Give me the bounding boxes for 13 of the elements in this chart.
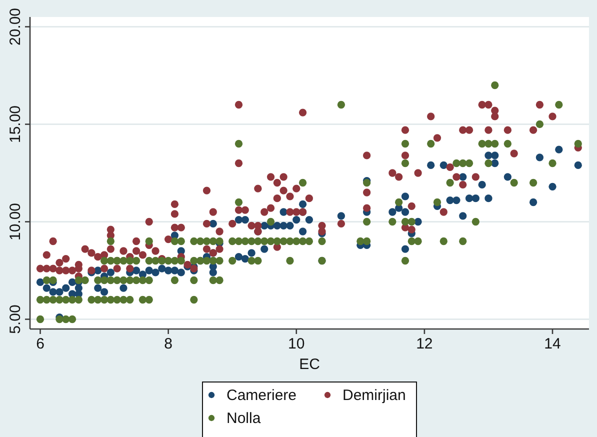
x-tick-label: 10 — [288, 336, 305, 353]
x-tick-label: 6 — [36, 336, 44, 353]
y-tick-label: 5.00 — [7, 304, 24, 334]
legend-label: Cameriere — [226, 387, 297, 404]
x-tick-label: 8 — [164, 336, 172, 353]
x-tick-label: 12 — [416, 336, 433, 353]
legend-label: Demirjian — [342, 387, 406, 404]
x-tick-label: 14 — [544, 336, 561, 353]
legend-label: Nolla — [226, 410, 262, 427]
y-tick-label: 10.00 — [7, 202, 24, 241]
y-tick-label: 20.00 — [7, 8, 24, 46]
y-tick-label: 15.00 — [7, 105, 24, 144]
x-axis-title: EC — [299, 356, 320, 373]
